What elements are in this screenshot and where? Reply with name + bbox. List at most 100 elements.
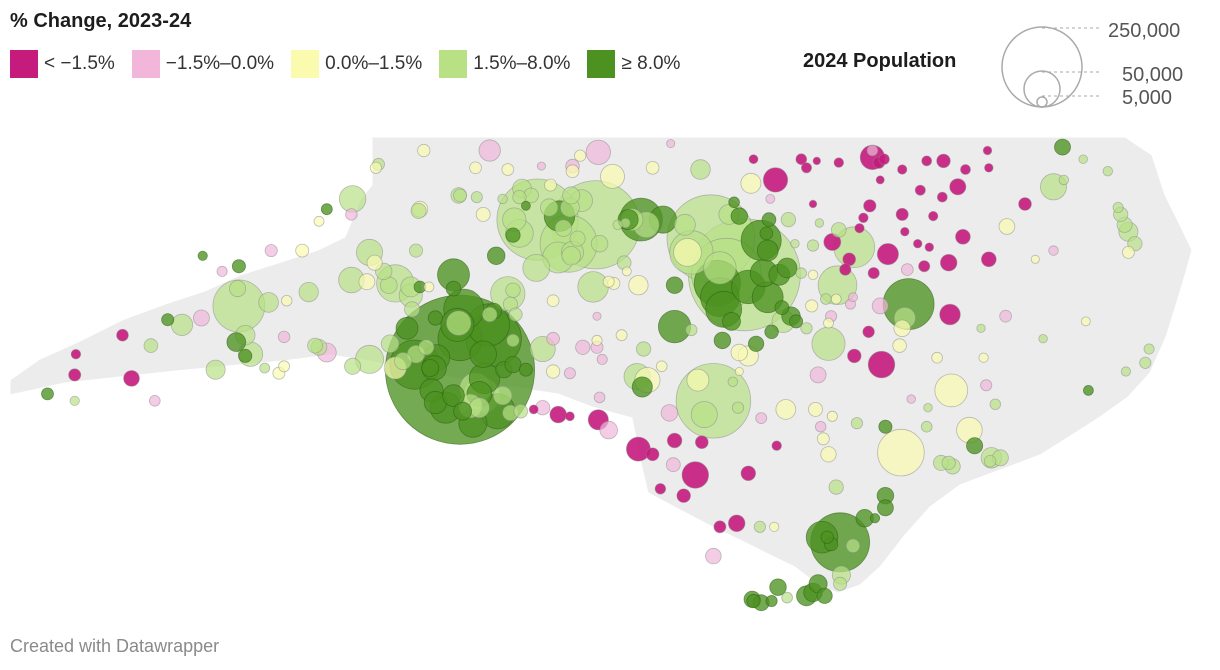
place-bubble[interactable] [966, 437, 984, 455]
place-bubble[interactable] [562, 186, 581, 205]
place-bubble[interactable] [892, 338, 907, 353]
place-bubble[interactable] [823, 317, 834, 329]
place-bubble[interactable] [307, 337, 324, 354]
place-bubble[interactable] [713, 331, 732, 350]
place-bubble[interactable] [522, 253, 551, 282]
place-bubble[interactable] [1120, 366, 1132, 377]
place-bubble[interactable] [914, 184, 926, 196]
place-bubble[interactable] [753, 520, 767, 533]
place-bubble[interactable] [830, 222, 847, 238]
place-bubble[interactable] [858, 212, 869, 224]
place-bubble[interactable] [575, 339, 591, 355]
place-bubble[interactable] [635, 341, 652, 357]
place-bubble[interactable] [811, 326, 846, 361]
place-bubble[interactable] [469, 340, 497, 368]
place-bubble[interactable] [143, 338, 159, 353]
place-bubble[interactable] [920, 420, 933, 433]
place-bubble[interactable] [913, 238, 923, 249]
place-bubble[interactable] [703, 251, 737, 285]
place-bubble[interactable] [344, 357, 362, 375]
place-bubble[interactable] [1080, 316, 1091, 327]
place-bubble[interactable] [666, 139, 676, 149]
place-bubble[interactable] [713, 520, 727, 534]
place-bubble[interactable] [848, 292, 858, 303]
place-bubble[interactable] [980, 251, 997, 268]
place-bubble[interactable] [408, 243, 423, 258]
place-bubble[interactable] [621, 266, 632, 277]
place-bubble[interactable] [338, 185, 367, 213]
place-bubble[interactable] [585, 139, 611, 165]
place-bubble[interactable] [1102, 166, 1114, 177]
place-bubble[interactable] [769, 521, 780, 532]
place-bubble[interactable] [771, 440, 782, 451]
place-bubble[interactable] [869, 513, 881, 524]
place-bubble[interactable] [694, 435, 709, 450]
place-bubble[interactable] [506, 333, 520, 347]
place-bubble[interactable] [475, 207, 491, 222]
place-bubble[interactable] [600, 164, 625, 189]
place-bubble[interactable] [955, 229, 971, 245]
place-bubble[interactable] [546, 331, 560, 346]
place-bubble[interactable] [833, 157, 845, 168]
place-bubble[interactable] [592, 311, 602, 321]
place-bubble[interactable] [728, 196, 740, 209]
place-bubble[interactable] [612, 219, 623, 231]
place-bubble[interactable] [442, 384, 465, 407]
place-bubble[interactable] [781, 591, 793, 604]
place-bubble[interactable] [197, 250, 208, 261]
place-bubble[interactable] [765, 194, 776, 204]
place-bubble[interactable] [690, 401, 718, 429]
place-bubble[interactable] [602, 275, 615, 288]
place-bubble[interactable] [513, 403, 528, 419]
place-bubble[interactable] [941, 455, 956, 470]
place-bubble[interactable] [216, 265, 228, 277]
place-bubble[interactable] [983, 455, 997, 468]
place-bubble[interactable] [801, 162, 813, 174]
place-bubble[interactable] [761, 212, 777, 227]
place-bubble[interactable] [828, 479, 844, 495]
place-bubble[interactable] [615, 329, 628, 342]
place-bubble[interactable] [655, 360, 668, 373]
place-bubble[interactable] [833, 576, 848, 591]
place-bubble[interactable] [877, 428, 925, 477]
place-bubble[interactable] [469, 161, 482, 175]
place-bubble[interactable] [68, 368, 82, 382]
place-bubble[interactable] [931, 351, 943, 364]
place-bubble[interactable] [492, 385, 513, 406]
place-bubble[interactable] [277, 330, 291, 344]
place-bubble[interactable] [519, 362, 533, 377]
place-bubble[interactable] [298, 282, 319, 303]
place-bubble[interactable] [863, 199, 877, 213]
place-bubble[interactable] [776, 257, 798, 279]
place-bubble[interactable] [264, 244, 278, 258]
place-bubble[interactable] [278, 360, 291, 373]
place-bubble[interactable] [1139, 356, 1152, 369]
place-bubble[interactable] [936, 191, 948, 203]
place-bubble[interactable] [599, 420, 618, 440]
place-bubble[interactable] [445, 280, 462, 297]
place-bubble[interactable] [358, 273, 376, 291]
place-bubble[interactable] [123, 370, 140, 387]
place-bubble[interactable] [591, 334, 603, 346]
place-bubble[interactable] [238, 348, 253, 363]
place-bubble[interactable] [921, 155, 933, 167]
place-bubble[interactable] [546, 294, 560, 308]
place-bubble[interactable] [982, 145, 993, 156]
place-bubble[interactable] [69, 395, 80, 406]
place-bubble[interactable] [918, 260, 931, 273]
place-bubble[interactable] [746, 593, 761, 609]
place-bubble[interactable] [258, 292, 279, 313]
place-bubble[interactable] [590, 234, 609, 253]
place-bubble[interactable] [345, 208, 358, 221]
place-bubble[interactable] [504, 356, 522, 374]
place-bubble[interactable] [149, 394, 161, 407]
place-bubble[interactable] [281, 294, 293, 307]
place-bubble[interactable] [593, 391, 606, 404]
place-bubble[interactable] [847, 348, 862, 364]
place-bubble[interactable] [657, 310, 692, 344]
place-bubble[interactable] [395, 316, 419, 340]
place-bubble[interactable] [928, 211, 939, 222]
place-bubble[interactable] [404, 301, 421, 318]
place-bubble[interactable] [795, 153, 808, 165]
place-bubble[interactable] [660, 404, 679, 422]
